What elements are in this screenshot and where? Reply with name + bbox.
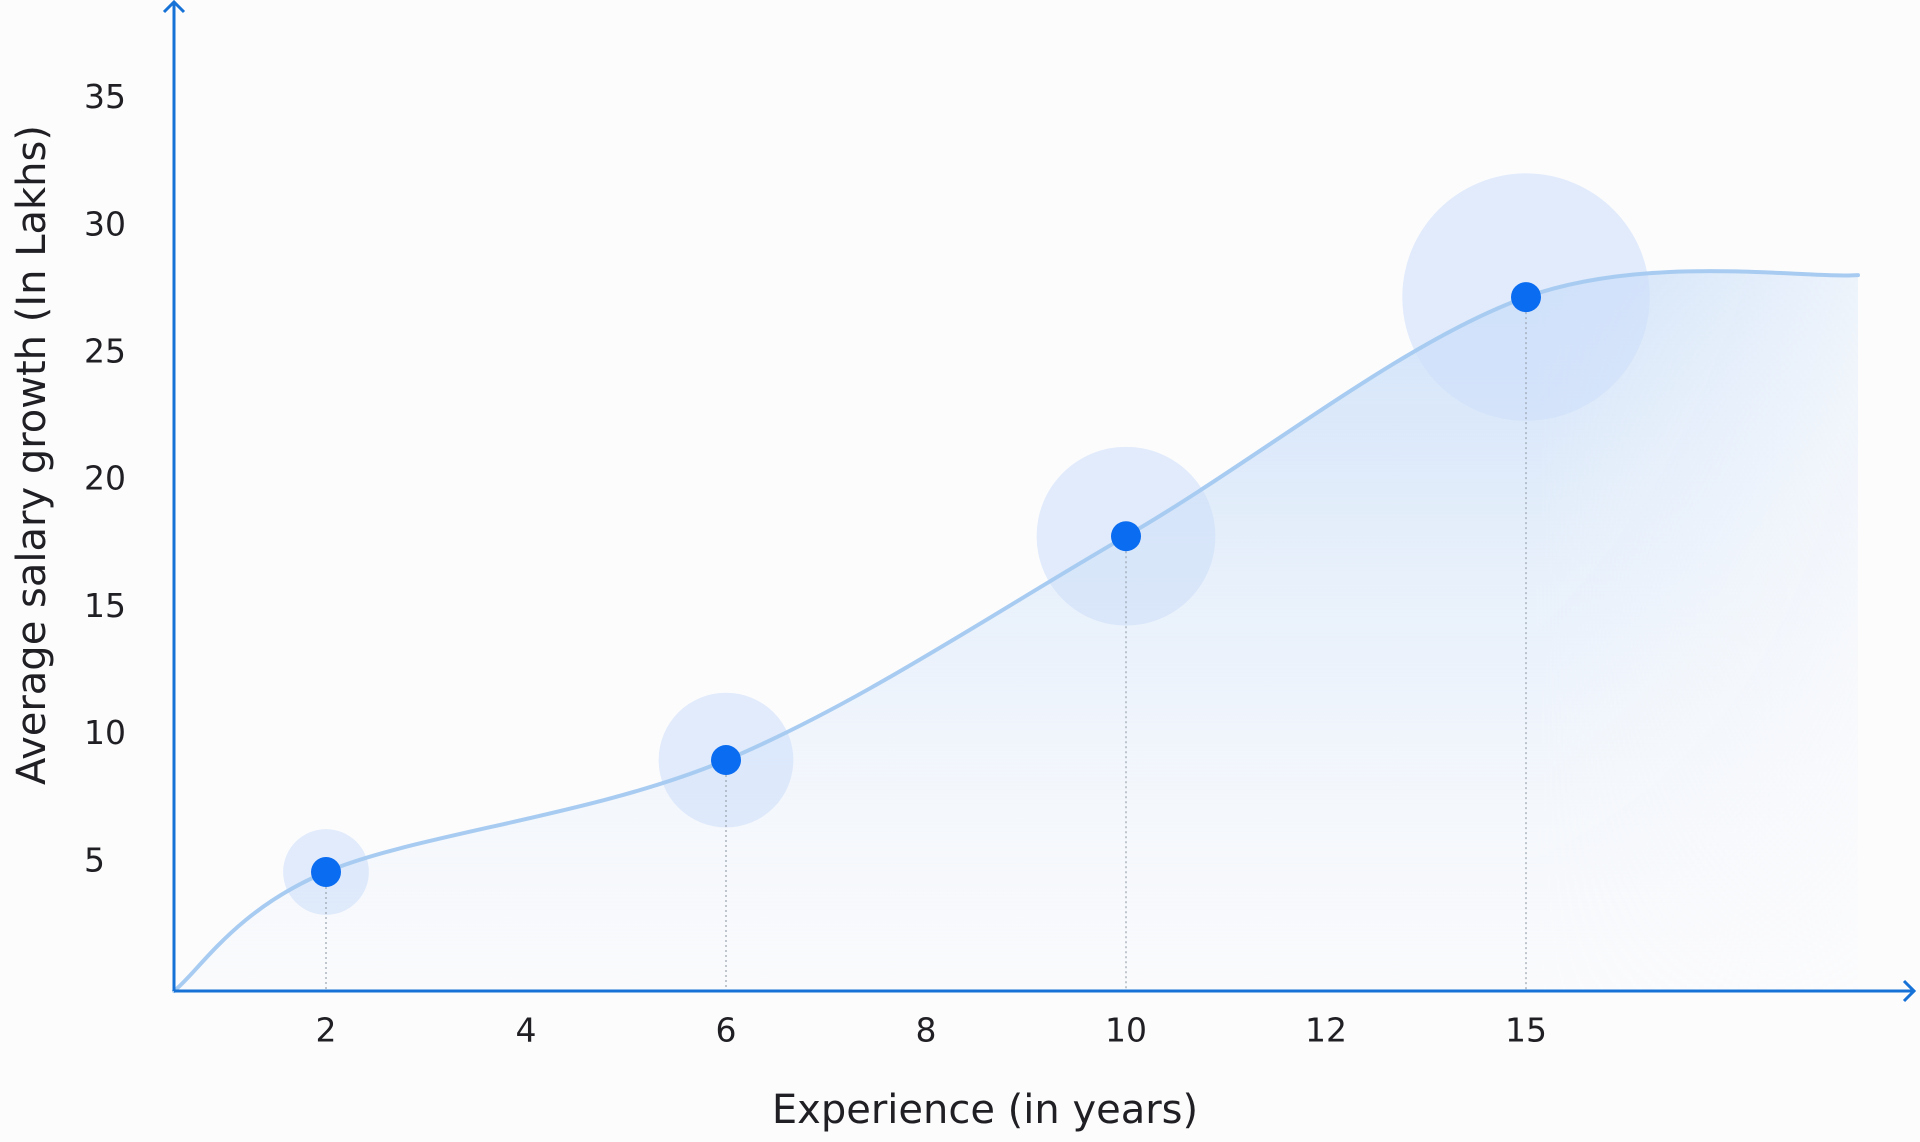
point [311,856,341,887]
y-tick-label: 20 [84,459,126,498]
point [1111,521,1141,552]
curve-tail [1524,269,1860,300]
x-tick-label: 8 [916,1011,937,1050]
line [324,295,1528,874]
point [711,745,741,776]
area [174,271,1858,992]
x-tick-label: 4 [516,1011,537,1050]
curve-lead [172,869,328,993]
x-tick-label: 2 [316,1011,337,1050]
x-axis-label: Experience (in years) [772,1087,1198,1133]
y-axis-label: Average salary growth (In Lakhs) [9,125,55,785]
y-tick-label: 5 [84,840,105,879]
point [1511,282,1541,313]
x-axis-arrow [1902,979,1917,1003]
y-axis-arrow [162,0,186,14]
y-tick-label: 15 [84,586,126,625]
x-tick-label: 10 [1105,1011,1147,1050]
y-tick-label: 30 [84,204,126,243]
y-tick-label: 25 [84,332,126,371]
x-tick-label: 15 [1505,1011,1547,1050]
x-tick-label: 12 [1305,1011,1347,1050]
y-tick-label: 10 [84,713,126,752]
y-tick-label: 35 [84,77,126,116]
x-tick-label: 6 [716,1011,737,1050]
